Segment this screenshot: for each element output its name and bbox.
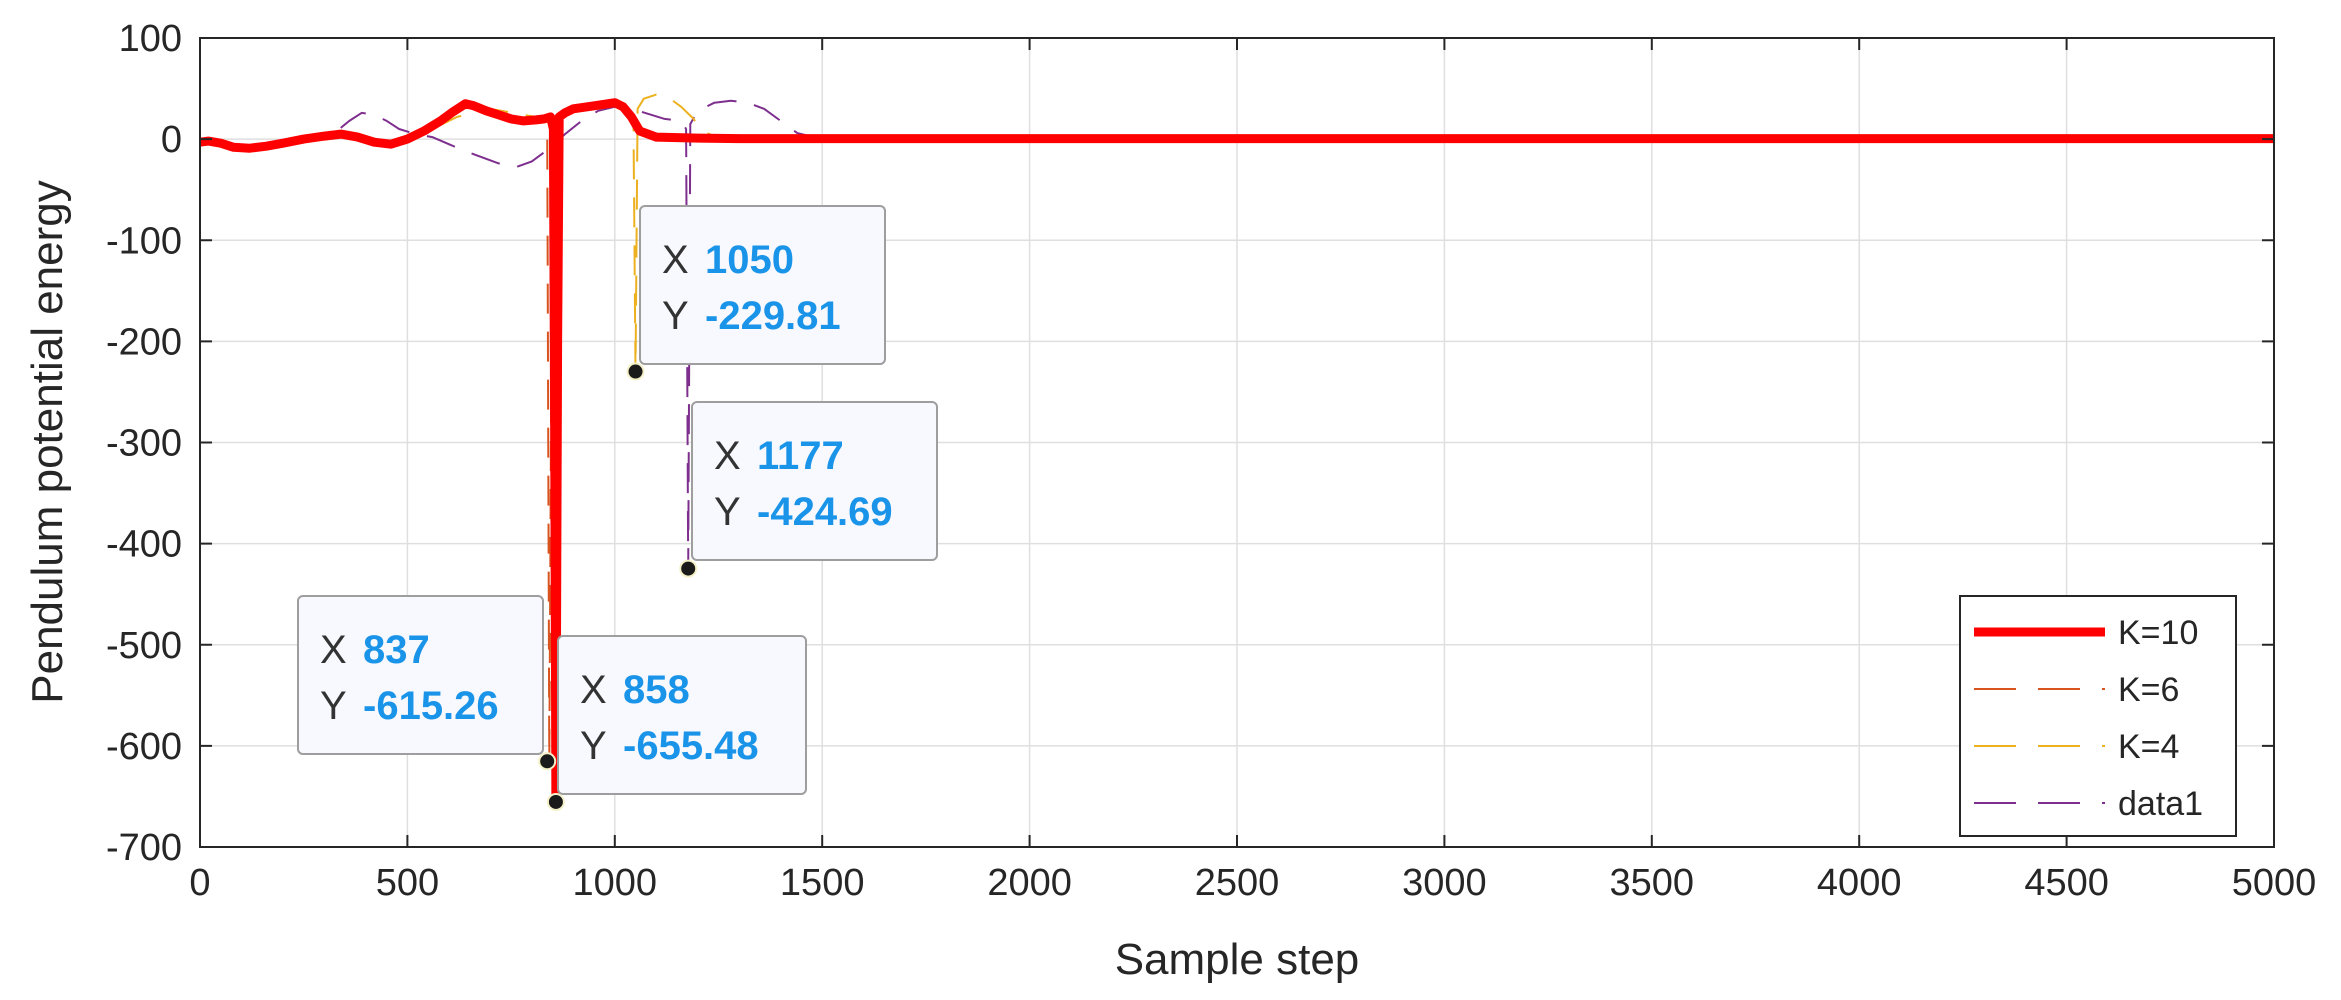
x-tick-label: 4000 [1817,862,1902,904]
datatip-y-key: Y [580,724,607,768]
series-line-k10 [199,98,2274,807]
y-tick-label: -400 [106,524,182,566]
x-tick-label: 2000 [987,862,1072,904]
legend-label: K=6 [2118,671,2179,709]
datatip-box [691,401,938,561]
y-tick-label: -200 [106,321,182,363]
datatip-marker [679,559,698,578]
series-layer [199,93,2274,807]
datatip-x-value: 1177 [757,434,844,478]
datatip-marker [546,792,565,811]
legend-label: K=10 [2118,614,2198,652]
datatip-marker [626,362,645,381]
y-tick-label: 100 [119,18,182,60]
datatip: X 837 Y -615.26 [297,595,557,771]
datatip-y-value: -655.48 [623,724,759,768]
y-tick-label: -100 [106,220,182,262]
datatip-x-key: X [662,238,689,282]
series-line-data1 [199,99,2274,570]
y-tick-label: -700 [106,827,182,869]
datatip-y-value: -424.69 [757,490,893,534]
datatip-x-key: X [714,434,741,478]
datatip-x-value: 837 [363,628,430,672]
datatip-x-value: 858 [623,668,690,712]
datatip-x-key: X [580,668,607,712]
legend-label: K=4 [2118,728,2179,766]
datatip-x-value: 1050 [705,238,794,282]
axis-ticks: 0 500 1000 1500 2000 2500 3000 3500 4000 4500 5000… [106,18,2316,904]
x-tick-label: 3500 [1610,862,1695,904]
datatip-y-key: Y [662,294,689,338]
x-tick-label: 4500 [2024,862,2109,904]
y-tick-label: -600 [106,726,182,768]
datatip-marker [538,752,557,771]
x-axis-title: Sample step [1115,935,1360,984]
datatip: X 1177 Y -424.69 [679,401,938,578]
datatip-x-key: X [320,628,347,672]
datatip-y-key: Y [714,490,741,534]
x-tick-label: 0 [189,862,210,904]
datatip-box [297,595,544,755]
y-axis-title: Pendulum potential energy [23,180,72,703]
x-tick-label: 2500 [1195,862,1280,904]
y-tick-label: -500 [106,625,182,667]
legend-label: data1 [2118,785,2203,823]
x-tick-label: 1500 [780,862,865,904]
y-tick-label: -300 [106,423,182,465]
datatip-box [639,205,886,365]
datatip-box [557,635,807,795]
x-tick-label: 500 [376,862,439,904]
x-tick-label: 3000 [1402,862,1487,904]
x-tick-label: 5000 [2232,862,2317,904]
legend: K=10 K=6 K=4 data1 [1959,595,2237,837]
y-tick-label: 0 [161,119,182,161]
datatip: X 858 Y -655.48 [546,635,807,811]
datatip-y-key: Y [320,684,347,728]
x-tick-label: 1000 [573,862,658,904]
datatip: X 1050 Y -229.81 [626,205,886,381]
datatip-y-value: -229.81 [705,294,841,338]
datatip-y-value: -615.26 [363,684,499,728]
